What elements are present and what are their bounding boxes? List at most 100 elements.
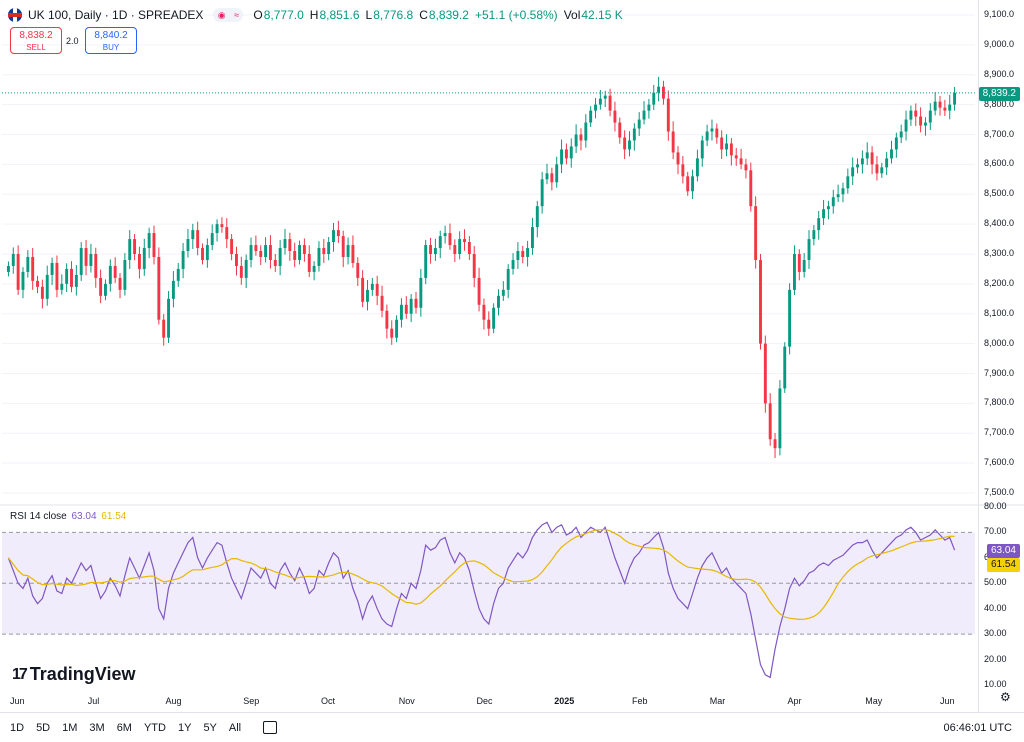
candle-body [31, 256, 35, 281]
rsi-axis-label: 80.00 [984, 501, 1007, 511]
candle-body [65, 268, 69, 284]
range-button-3m[interactable]: 3M [89, 721, 105, 734]
volume-value: 42.15 K [581, 8, 623, 22]
range-button-1d[interactable]: 1D [10, 721, 25, 734]
candle-body [487, 319, 491, 329]
range-button-ytd[interactable]: YTD [143, 721, 166, 734]
candle-body [686, 176, 690, 192]
price-axis-label: 7,700.0 [984, 427, 1015, 438]
candle-body [831, 197, 835, 207]
time-axis-label: Apr [787, 696, 802, 706]
sell-button[interactable]: 8,838.2 SELL [10, 27, 62, 54]
rsi-axis-label: 30.00 [984, 628, 1007, 639]
candle-body [744, 164, 748, 171]
candle-body [953, 92, 957, 105]
open-label: O [253, 8, 263, 22]
candle-body [904, 119, 908, 132]
candle-body [6, 265, 10, 272]
candle-body [589, 110, 593, 123]
symbol-title[interactable]: UK 100, Daily · 1D · SPREADEX [28, 8, 204, 22]
candle-body [768, 403, 772, 440]
range-button-5y[interactable]: 5Y [203, 721, 217, 734]
candle-body [817, 218, 821, 231]
candle-body [788, 289, 792, 347]
candle-body [516, 251, 520, 260]
time-axis-label: Jun [940, 696, 955, 706]
range-button-1m[interactable]: 1M [62, 721, 78, 734]
rsi-legend[interactable]: RSI 14 close 63.04 61.54 [10, 511, 126, 522]
candle-body [230, 239, 234, 254]
candle-body [438, 236, 442, 249]
candle-body [807, 239, 811, 260]
time-axis-label: Aug [165, 696, 182, 706]
candle-body [351, 245, 355, 263]
tradingview-wordmark: TradingView [29, 664, 136, 684]
candle-body [477, 277, 481, 305]
candle-body [298, 245, 302, 260]
range-buttons: 1D 5D 1M 3M 6M YTD 1Y 5Y All [10, 722, 253, 734]
time-axis-label: Jun [10, 696, 25, 706]
rsi-line [7, 521, 956, 679]
utc-clock[interactable]: 06:46:01 UTC [943, 721, 1012, 734]
candle-body [754, 206, 758, 260]
rsi-axis-label: 50.00 [984, 577, 1007, 588]
price-axis-label: 8,100.0 [984, 307, 1015, 318]
candle-body [938, 101, 942, 108]
candle-body [899, 131, 903, 138]
price-chart[interactable] [0, 0, 1024, 712]
candle-body [239, 265, 243, 278]
candle-body [181, 251, 185, 269]
candle-body [875, 164, 879, 174]
date-range-bar: 1D 5D 1M 3M 6M YTD 1Y 5Y All 06:46:01 UTC [0, 712, 1024, 742]
candle-body [433, 248, 437, 254]
rsi-axis-label: 70.00 [984, 526, 1007, 537]
candle-body [632, 128, 636, 141]
time-axis-label: 2025 [554, 696, 575, 706]
range-button-all[interactable]: All [228, 721, 242, 734]
candle-body [797, 254, 801, 272]
rsi-value-tag: 63.04 [986, 544, 1020, 558]
candle-body [443, 233, 447, 237]
candle-body [74, 274, 78, 287]
candle-body [802, 259, 806, 272]
candle-body [50, 262, 54, 275]
rsi-axis-label: 40.00 [984, 602, 1007, 613]
price-axis-label: 7,800.0 [984, 397, 1015, 408]
candle-body [16, 254, 20, 290]
candle-body [666, 98, 670, 132]
candle-body [332, 230, 335, 243]
candle-body [482, 304, 486, 320]
eye-toggle-icon[interactable]: ◉ ≈ [213, 8, 244, 22]
rsi-axis-label: 20.00 [984, 653, 1007, 664]
candle-body [725, 143, 728, 150]
price-axis-label: 8,800.0 [984, 98, 1015, 109]
candle-body [501, 289, 505, 296]
gear-icon[interactable]: ⚙ [1000, 690, 1011, 704]
candle-body [642, 110, 646, 120]
candle-body [584, 122, 588, 141]
price-axis-label: 8,500.0 [984, 188, 1015, 199]
buy-button[interactable]: 8,840.2 BUY [85, 27, 137, 54]
change-value: +51.1 (+0.58%) [474, 8, 558, 22]
candle-body [249, 245, 253, 260]
price-axis-divider [978, 0, 979, 712]
candle-body [822, 209, 826, 219]
range-button-5d[interactable]: 5D [36, 721, 51, 734]
range-button-6m[interactable]: 6M [116, 721, 132, 734]
time-axis-label: May [865, 696, 883, 706]
candle-body [191, 230, 195, 240]
calendar-icon[interactable] [263, 721, 278, 734]
candle-body [327, 242, 331, 254]
candle-body [424, 245, 428, 278]
candle-body [812, 230, 816, 240]
symbol-header: UK 100, Daily · 1D · SPREADEX ◉ ≈ O 8,777.… [8, 6, 629, 24]
candle-body [205, 245, 209, 260]
close-label: C [419, 8, 428, 22]
range-button-1y[interactable]: 1Y [177, 721, 192, 734]
candle-body [608, 95, 612, 111]
candle-body [99, 277, 103, 296]
candle-body [133, 239, 137, 254]
rsi-axis-label: 10.00 [984, 679, 1007, 689]
candle-body [759, 259, 762, 344]
tradingview-logo[interactable]: 17 TradingView [12, 664, 136, 685]
